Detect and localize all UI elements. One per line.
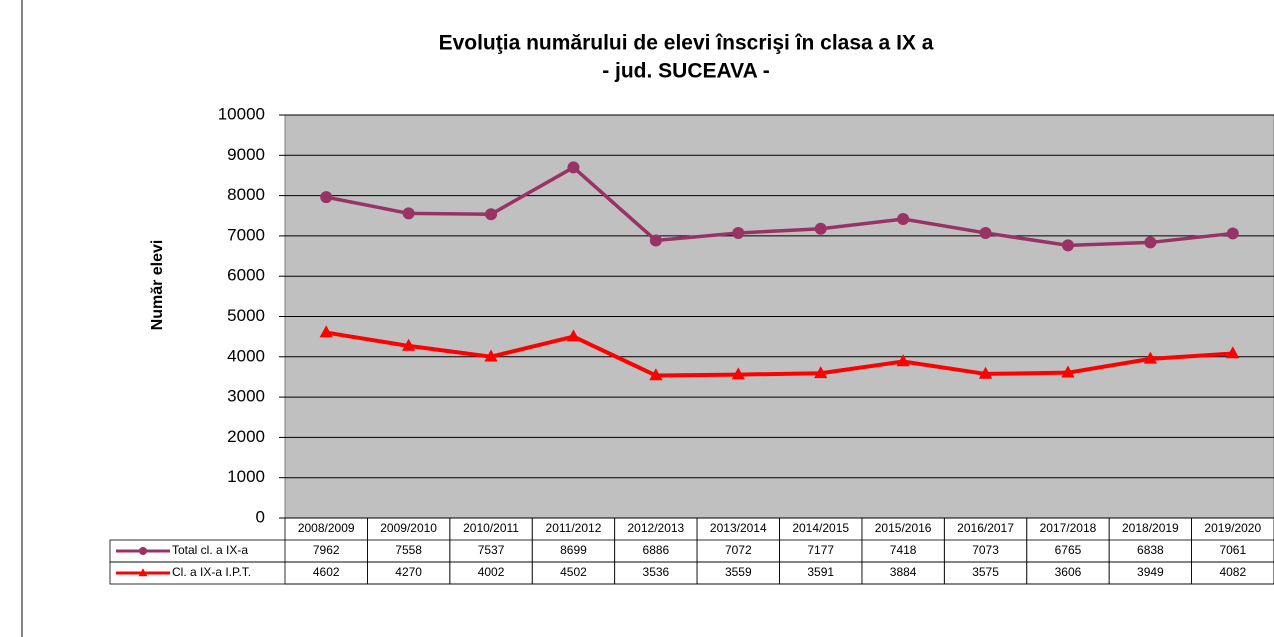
table-value: 3591 — [807, 565, 834, 579]
x-tick-label: 2014/2015 — [792, 521, 849, 535]
y-tick-label: 5000 — [227, 306, 265, 325]
table-value: 3536 — [643, 565, 670, 579]
series-line — [325, 165, 1233, 248]
x-tick-label: 2009/2010 — [380, 521, 437, 535]
x-tick-label: 2010/2011 — [463, 521, 519, 535]
y-tick-label: 10000 — [218, 104, 265, 123]
y-tick-label: 4000 — [227, 346, 265, 365]
table-value: 7962 — [313, 543, 340, 557]
point — [402, 338, 416, 351]
point — [566, 329, 581, 342]
point — [814, 222, 827, 235]
x-tick-label: 2019/2020 — [1204, 521, 1261, 535]
point — [484, 349, 498, 362]
x-tick-label: 2016/2017 — [957, 521, 1014, 535]
table-value: 7072 — [725, 543, 752, 557]
point — [731, 367, 745, 380]
point — [1143, 351, 1157, 364]
x-tick-label: 2018/2019 — [1122, 521, 1179, 535]
chart-title: Evoluţia numărului de elevi înscrişi în … — [439, 32, 934, 55]
x-tick-label: 2012/2013 — [628, 521, 685, 535]
point — [732, 226, 745, 239]
x-tick-label: 2015/2016 — [875, 521, 932, 535]
point — [320, 191, 333, 204]
table-value: 4502 — [560, 565, 587, 579]
table-value: 4270 — [395, 565, 422, 579]
legend-marker — [139, 547, 147, 555]
table-value: 6838 — [1137, 543, 1164, 557]
legend-label: Total cl. a IX-a — [172, 543, 248, 557]
point — [978, 366, 993, 379]
table-value: 3559 — [725, 565, 752, 579]
x-tick-label: 2008/2009 — [298, 521, 355, 535]
y-tick-label: 6000 — [227, 266, 265, 285]
y-tick-label: 7000 — [227, 225, 265, 244]
table-value: 3884 — [890, 565, 917, 579]
x-tick-label: 2011/2012 — [546, 521, 602, 535]
table-value: 7558 — [395, 543, 422, 557]
chart-subtitle: - jud. SUCEAVA - — [602, 60, 770, 83]
y-tick-label: 3000 — [227, 387, 265, 406]
point — [1061, 365, 1075, 378]
point — [896, 354, 910, 367]
point — [814, 366, 828, 379]
point — [1144, 236, 1157, 249]
point — [1061, 239, 1074, 252]
point — [897, 213, 910, 226]
point — [319, 325, 333, 338]
y-tick-label: 8000 — [227, 185, 265, 204]
point — [1226, 346, 1240, 359]
table-value: 7418 — [890, 543, 917, 557]
table-value: 7177 — [807, 543, 834, 557]
legend-label: Cl. a IX-a I.P.T. — [172, 565, 251, 579]
y-tick-label: 0 — [256, 507, 265, 526]
table-row — [109, 561, 1274, 585]
table-value: 3575 — [972, 565, 999, 579]
table-value: 6886 — [643, 543, 670, 557]
table-value: 4002 — [478, 565, 505, 579]
point — [402, 207, 415, 220]
legend-marker — [138, 568, 148, 577]
point — [649, 368, 663, 381]
y-axis-label: Număr elevi — [149, 240, 166, 331]
table-value: 7537 — [478, 543, 505, 557]
table-value: 3606 — [1055, 565, 1082, 579]
point — [649, 234, 662, 247]
x-tick-label: 2017/2018 — [1040, 521, 1097, 535]
table-value: 3949 — [1137, 565, 1164, 579]
table-value: 7073 — [972, 543, 999, 557]
y-tick-label: 9000 — [227, 145, 265, 164]
y-tick-label: 1000 — [227, 467, 265, 486]
point — [567, 161, 580, 174]
table-value: 6765 — [1055, 543, 1082, 557]
point — [485, 208, 498, 221]
table-value: 7061 — [1219, 543, 1246, 557]
point — [979, 226, 992, 239]
table-value: 4602 — [313, 565, 340, 579]
table-value: 4082 — [1219, 565, 1246, 579]
point — [1226, 227, 1239, 240]
x-tick-label: 2013/2014 — [710, 521, 767, 535]
table-value: 8699 — [560, 543, 587, 557]
series-line — [325, 330, 1233, 378]
table-row — [109, 539, 1274, 563]
y-tick-label: 2000 — [227, 427, 265, 446]
